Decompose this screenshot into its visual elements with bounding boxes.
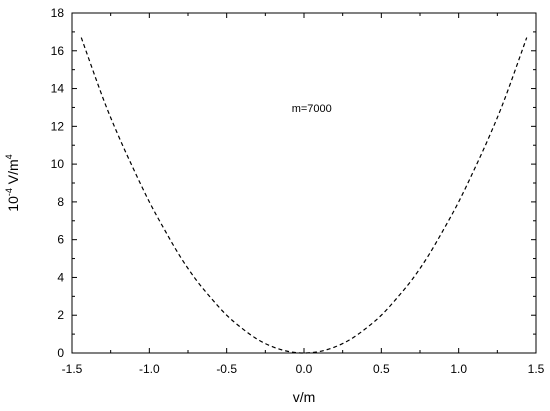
x-axis-title: v/m [293, 389, 316, 405]
y-tick-label: 2 [57, 308, 64, 322]
x-tick-label: 0.0 [296, 362, 313, 376]
y-axis-title-base: 10 [5, 196, 21, 212]
annotation-text: m=7000 [292, 103, 332, 115]
y-tick-label: 8 [57, 195, 64, 209]
y-tick-label: 16 [51, 44, 65, 58]
x-tick-label: -0.5 [216, 362, 237, 376]
x-tick-label: -1.5 [62, 362, 83, 376]
y-tick-label: 12 [51, 119, 65, 133]
y-tick-label: 6 [57, 233, 64, 247]
ticks-layer [71, 12, 537, 354]
x-tick-label: -1.0 [139, 362, 160, 376]
x-tick-label: 1.0 [450, 362, 467, 376]
plot-frame [71, 12, 537, 354]
y-tick-label: 14 [51, 82, 65, 96]
y-axis-title-exp1: -4 [4, 188, 14, 196]
y-axis-title: 10-4 V/m4 [4, 154, 21, 211]
series-line [80, 37, 528, 354]
labels-layer: -1.5 -1.0 -0.5 0.0 0.5 1.0 1.5 0 2 4 6 8 10 12 14 16 18 [51, 6, 545, 376]
x-tick-label: 1.5 [528, 362, 545, 376]
y-tick-label: 10 [51, 157, 65, 171]
y-tick-label: 0 [57, 346, 64, 360]
y-tick-label: 4 [57, 270, 64, 284]
y-axis-title-mid: V/m [5, 159, 21, 188]
y-tick-label: 18 [51, 6, 65, 20]
y-axis-title-exp2: 4 [4, 154, 14, 159]
series-layer [80, 37, 528, 354]
x-tick-label: 0.5 [373, 362, 390, 376]
